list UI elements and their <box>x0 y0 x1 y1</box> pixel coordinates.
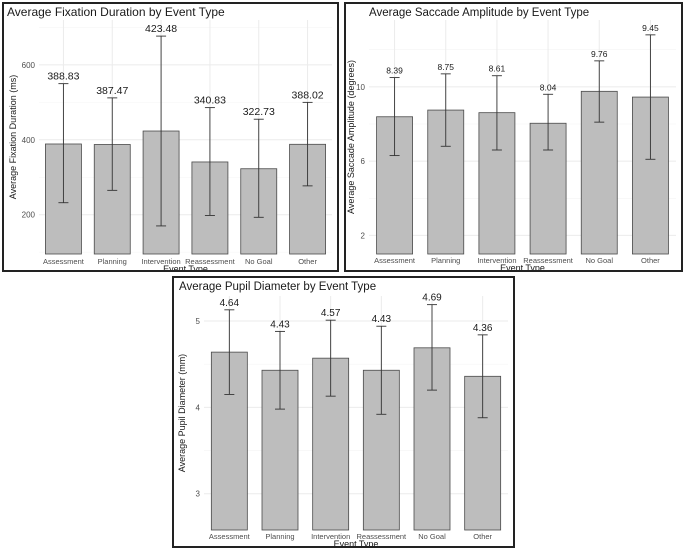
error-bar <box>224 309 235 395</box>
data-label: 8.75 <box>437 62 454 72</box>
x-tick-label: Other <box>641 256 660 265</box>
data-label: 4.36 <box>473 323 493 334</box>
error-bar <box>491 75 502 151</box>
x-tick-label: No Goal <box>418 532 446 541</box>
error-bar <box>477 334 488 419</box>
data-label: 4.57 <box>321 308 341 319</box>
error-bar <box>275 330 285 410</box>
error-bar <box>594 60 605 123</box>
data-label: 4.64 <box>220 298 240 309</box>
y-tick-label: 200 <box>22 211 36 220</box>
x-tick-label: No Goal <box>245 257 273 266</box>
data-label: 388.02 <box>292 89 324 101</box>
error-bar <box>389 77 400 157</box>
error-bar <box>58 83 69 204</box>
y-tick-label: 600 <box>22 61 36 70</box>
y-tick-label: 2 <box>361 231 366 240</box>
saccade-amplitude-panel: Average Saccade Amplitude by Event Type 2… <box>344 2 683 272</box>
pupil-gridlines <box>204 296 508 530</box>
data-label: 4.43 <box>270 319 290 330</box>
data-label: 340.83 <box>194 95 226 107</box>
x-tick-label: Intervention <box>477 256 516 265</box>
pupil-diameter-chart: Average Pupil Diameter by Event Type 3 4 5 A… <box>177 281 508 546</box>
fixation-gridlines <box>39 20 332 254</box>
saccade-x-axis-label: Event Type <box>500 263 545 270</box>
bar-intervention <box>478 112 516 255</box>
data-label: 423.48 <box>145 23 177 35</box>
x-tick-label: Intervention <box>311 532 350 541</box>
x-tick-label: Assessment <box>209 532 251 541</box>
x-tick-label: Intervention <box>141 257 180 266</box>
y-tick-label: 5 <box>196 317 201 326</box>
data-label: 9.76 <box>591 49 608 59</box>
pupil-y-axis-label: Average Pupil Diameter (mm) <box>177 354 187 472</box>
saccade-gridlines <box>369 20 676 254</box>
y-tick-label: 10 <box>356 83 365 92</box>
data-label: 388.83 <box>47 71 79 83</box>
x-tick-label: Other <box>473 532 492 541</box>
x-tick-label: Reassessment <box>185 257 236 266</box>
error-bar <box>645 34 656 160</box>
error-bar <box>156 35 167 227</box>
y-tick-label: 3 <box>196 490 201 499</box>
data-label: 8.39 <box>386 66 403 76</box>
data-label: 4.43 <box>372 314 392 325</box>
error-bar <box>107 97 118 191</box>
data-label: 4.69 <box>422 293 442 304</box>
data-label: 387.47 <box>96 85 128 97</box>
y-tick-label: 6 <box>361 157 366 166</box>
error-bar <box>376 325 387 415</box>
x-tick-label: Reassessment <box>523 256 574 265</box>
error-bar <box>543 93 554 151</box>
saccade-y-axis-label: Average Saccade Amplitude (degrees) <box>346 60 356 214</box>
data-label: 9.45 <box>642 23 659 33</box>
x-tick-label: Planning <box>98 257 127 266</box>
y-tick-label: 4 <box>196 403 201 412</box>
pupil-diameter-panel: Average Pupil Diameter by Event Type 3 4 5 A… <box>172 276 515 548</box>
error-bar <box>440 73 451 147</box>
x-tick-label: Other <box>298 257 317 266</box>
x-tick-label: No Goal <box>585 256 613 265</box>
x-tick-label: Planning <box>431 256 460 265</box>
y-tick-label: 400 <box>22 136 36 145</box>
data-label: 322.73 <box>243 106 275 118</box>
x-tick-label: Reassessment <box>357 532 408 541</box>
pupil-x-axis-label: Event Type <box>334 539 379 546</box>
x-tick-label: Assessment <box>374 256 416 265</box>
fixation-chart-title: Average Fixation Duration by Event Type <box>7 5 225 19</box>
fixation-duration-panel: Average Fixation Duration by Event Type 2… <box>2 2 339 272</box>
saccade-chart-title: Average Saccade Amplitude by Event Type <box>369 7 589 19</box>
data-label: 8.61 <box>489 64 506 74</box>
error-bar <box>253 118 264 218</box>
error-bar <box>204 107 215 216</box>
error-bar <box>427 304 437 391</box>
saccade-amplitude-chart: Average Saccade Amplitude by Event Type 2… <box>346 7 676 270</box>
error-bar <box>302 101 313 187</box>
error-bar <box>325 319 336 397</box>
fixation-duration-chart: Average Fixation Duration by Event Type 2… <box>7 5 332 270</box>
fixation-y-axis-label: Average Fixation Duration (ms) <box>8 75 18 199</box>
x-tick-label: Planning <box>265 532 294 541</box>
x-tick-label: Assessment <box>43 257 85 266</box>
pupil-chart-title: Average Pupil Diameter by Event Type <box>179 281 376 293</box>
fixation-x-axis-label: Event Type <box>163 264 208 270</box>
data-label: 8.04 <box>540 82 557 92</box>
